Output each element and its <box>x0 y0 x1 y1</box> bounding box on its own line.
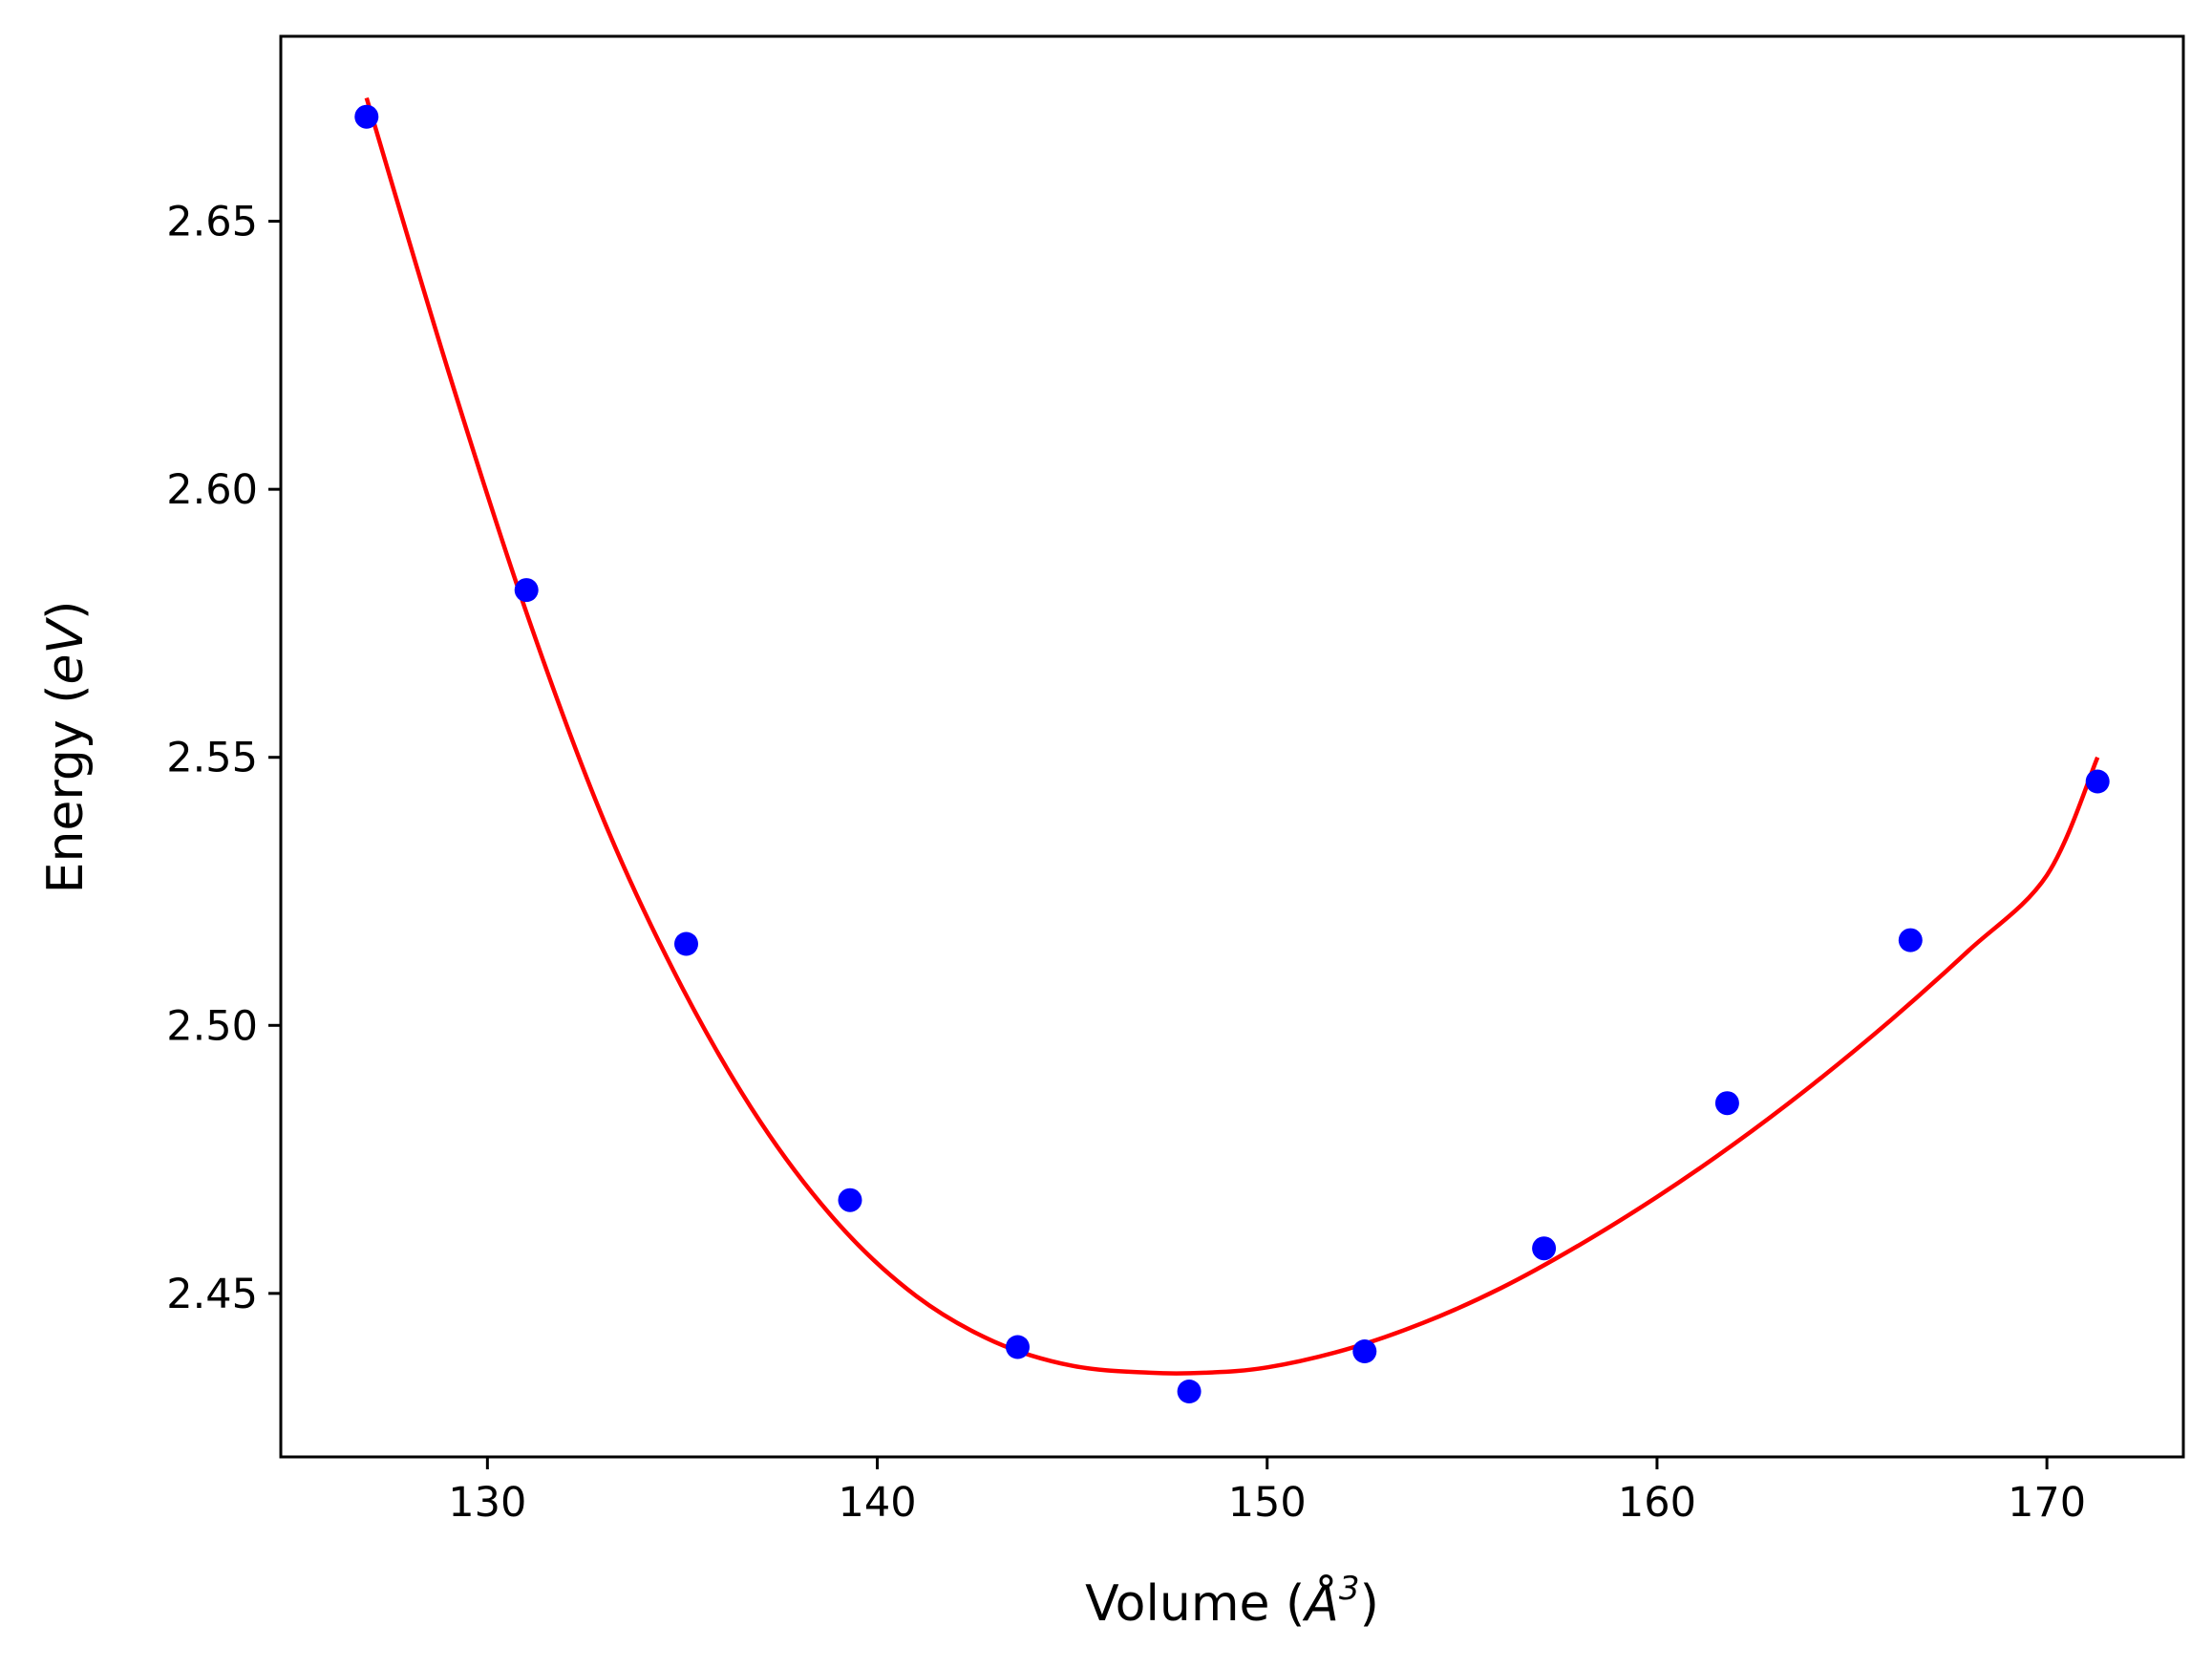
y-axis: 2.45 2.50 2.55 2.60 2.65 <box>166 199 281 1318</box>
y-tick-label: 2.60 <box>166 466 258 514</box>
data-point <box>1352 1339 1377 1363</box>
fit-curve-line <box>364 96 2100 1376</box>
data-point <box>1714 1091 1739 1116</box>
x-tick-label: 160 <box>1618 1479 1696 1527</box>
x-tick-label: 170 <box>2008 1479 2086 1527</box>
data-point <box>674 931 698 956</box>
y-tick-label: 2.55 <box>166 735 258 782</box>
data-point <box>514 578 539 603</box>
data-point <box>354 104 379 129</box>
data-point <box>2085 769 2110 794</box>
x-tick-label: 140 <box>839 1479 917 1527</box>
data-point <box>838 1188 862 1212</box>
data-point <box>1006 1335 1030 1359</box>
x-axis-label: Volume (Å3) <box>1085 1570 1379 1633</box>
y-tick-label: 2.50 <box>166 1002 258 1050</box>
y-tick-label: 2.45 <box>166 1271 258 1318</box>
x-axis: 130 140 150 160 170 <box>448 1457 2086 1527</box>
y-axis-label: Energy (eV) <box>37 601 95 894</box>
plot-frame <box>279 34 2185 1459</box>
plot-area <box>281 36 2183 1457</box>
data-point <box>1898 928 1923 952</box>
x-tick-label: 130 <box>448 1479 526 1527</box>
y-tick-label: 2.65 <box>166 199 258 246</box>
series-layer <box>354 96 2110 1403</box>
data-point <box>1532 1236 1557 1261</box>
x-tick-label: 150 <box>1228 1479 1307 1527</box>
data-point <box>1177 1380 1202 1403</box>
